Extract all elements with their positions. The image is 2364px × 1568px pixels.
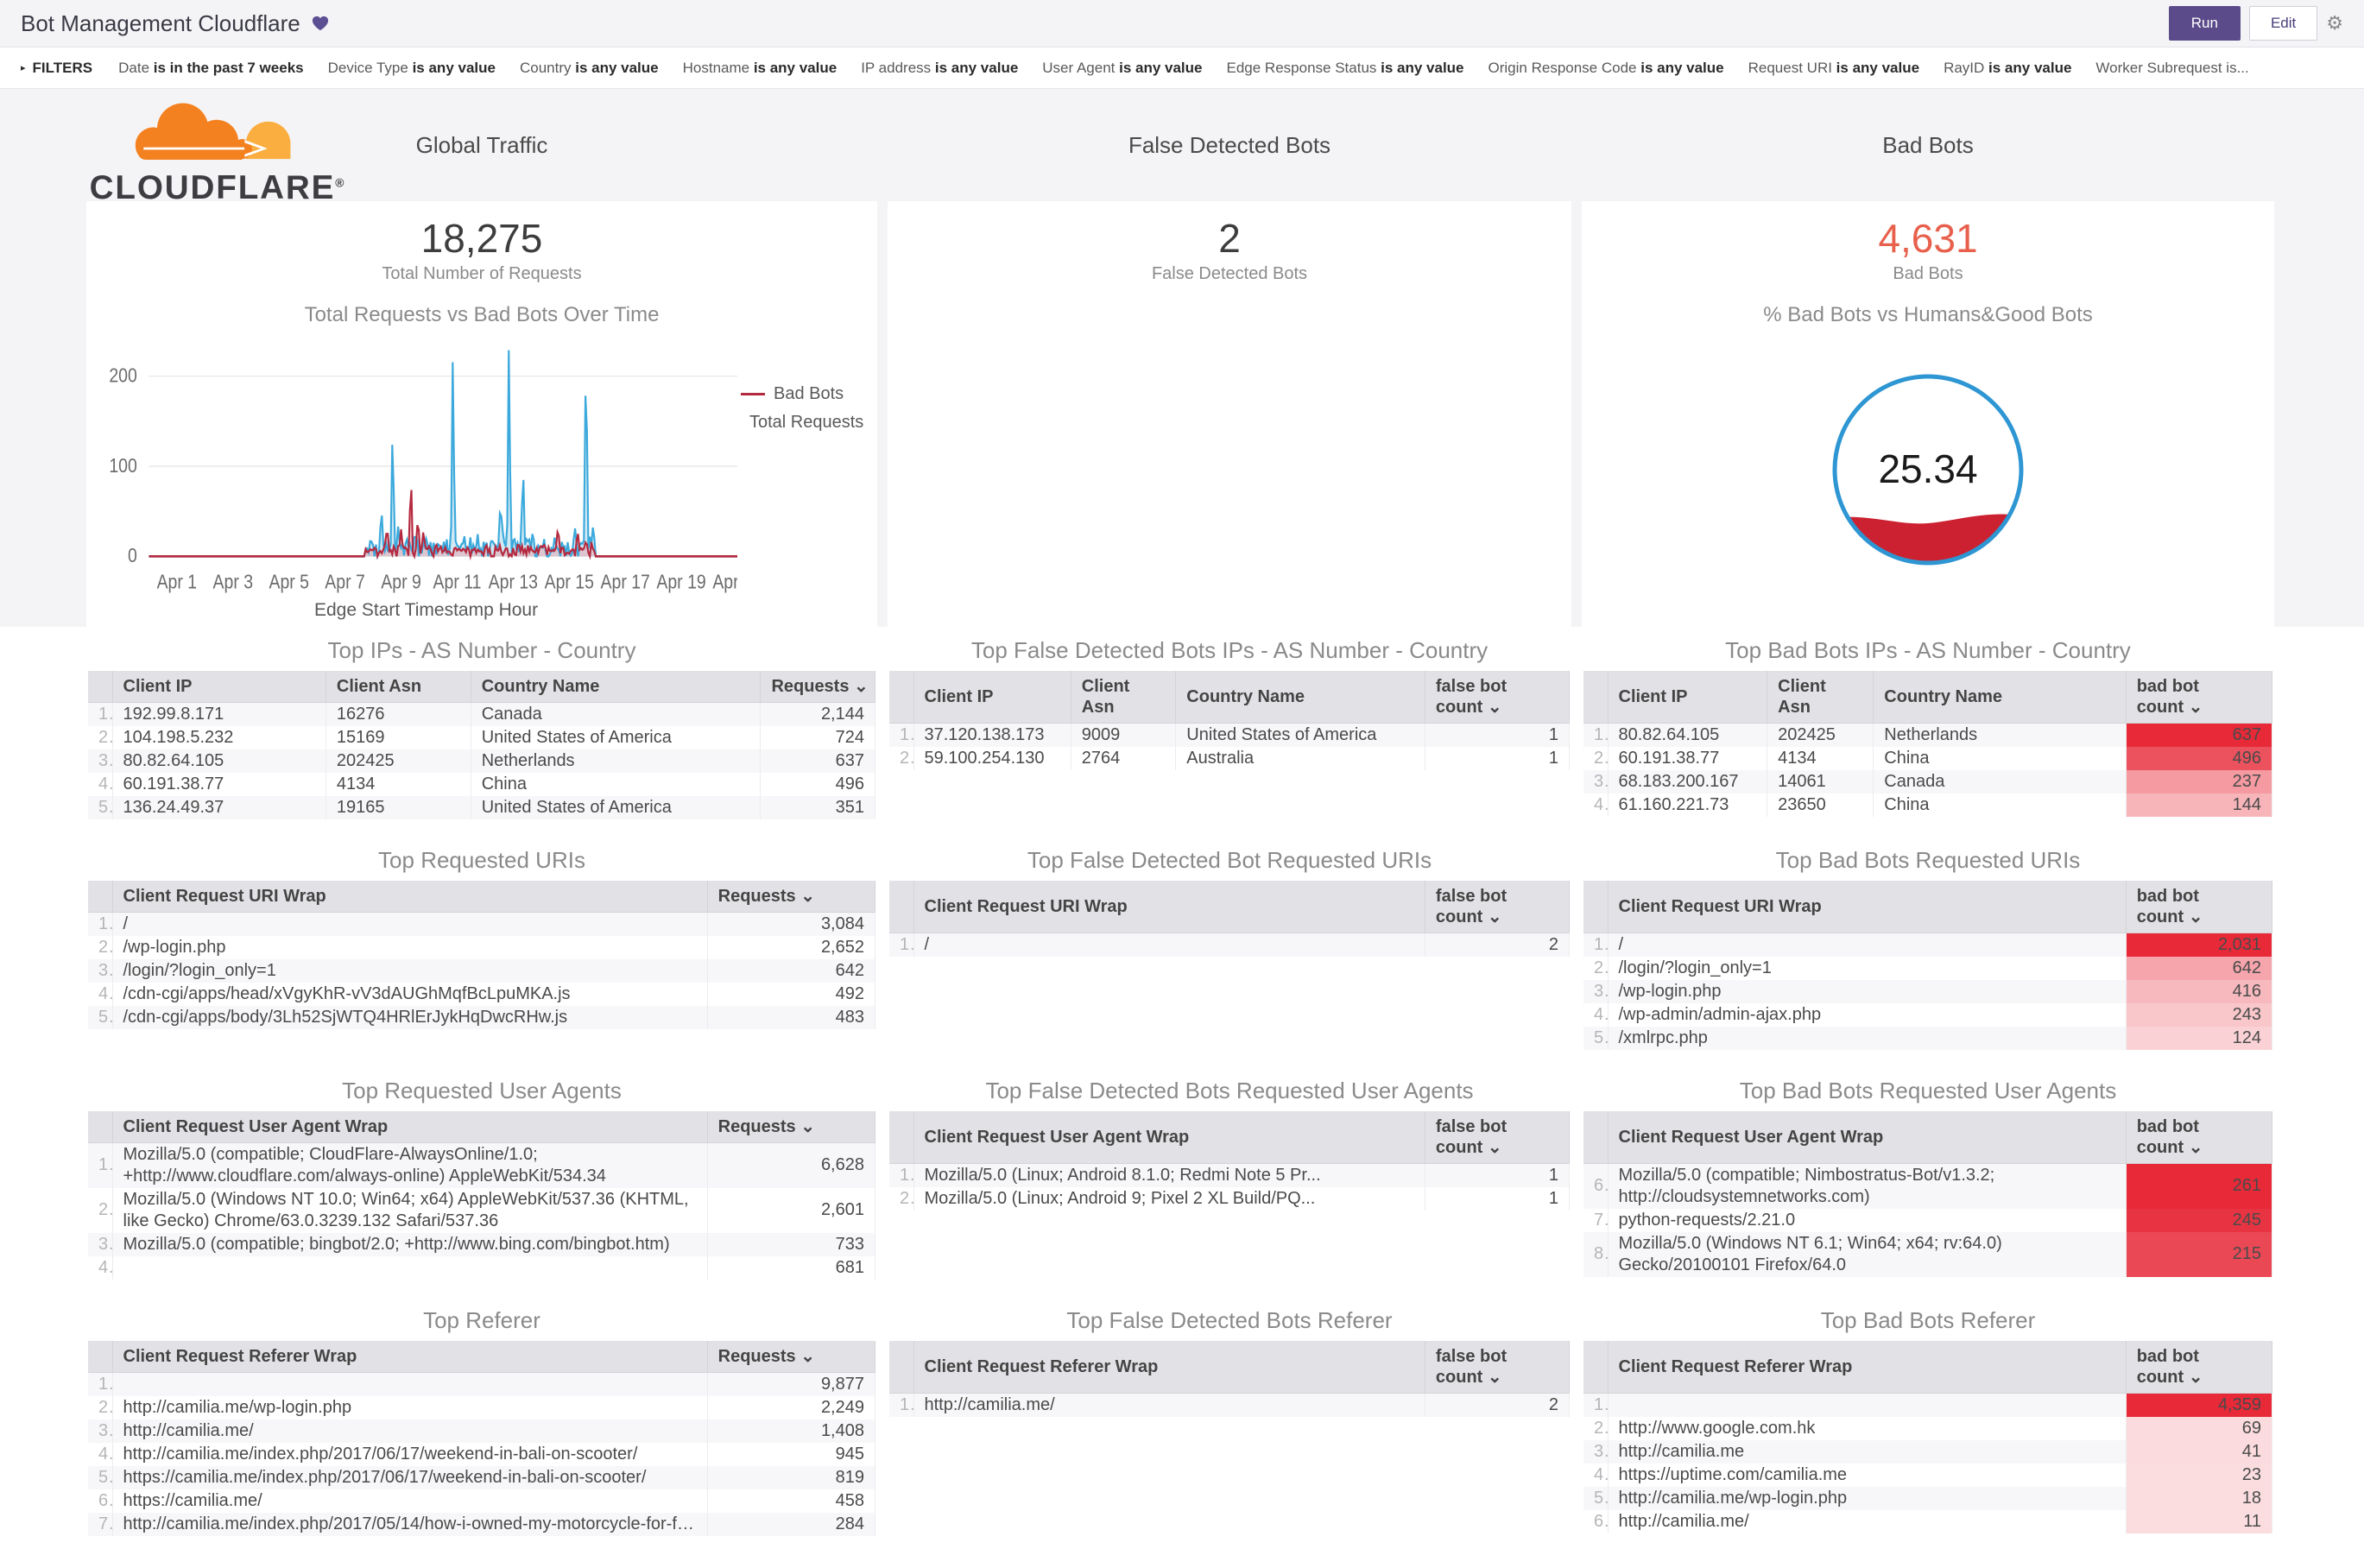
svg-text:0: 0 <box>128 544 137 566</box>
svg-text:Apr 13: Apr 13 <box>489 570 538 592</box>
svg-text:100: 100 <box>109 454 137 477</box>
svg-text:25.34: 25.34 <box>1878 446 1977 491</box>
svg-text:200: 200 <box>109 364 137 387</box>
svg-text:Apr 19: Apr 19 <box>656 570 705 592</box>
svg-text:Apr 1: Apr 1 <box>157 570 198 592</box>
svg-text:Apr 9: Apr 9 <box>381 570 421 592</box>
svg-text:Apr 15: Apr 15 <box>545 570 594 592</box>
svg-text:Apr 11: Apr 11 <box>433 570 482 592</box>
svg-text:Apr 21: Apr 21 <box>712 570 737 592</box>
svg-text:Apr 3: Apr 3 <box>213 570 254 592</box>
svg-text:Apr 5: Apr 5 <box>269 570 309 592</box>
svg-text:Apr 17: Apr 17 <box>601 570 650 592</box>
svg-text:Apr 7: Apr 7 <box>325 570 365 592</box>
